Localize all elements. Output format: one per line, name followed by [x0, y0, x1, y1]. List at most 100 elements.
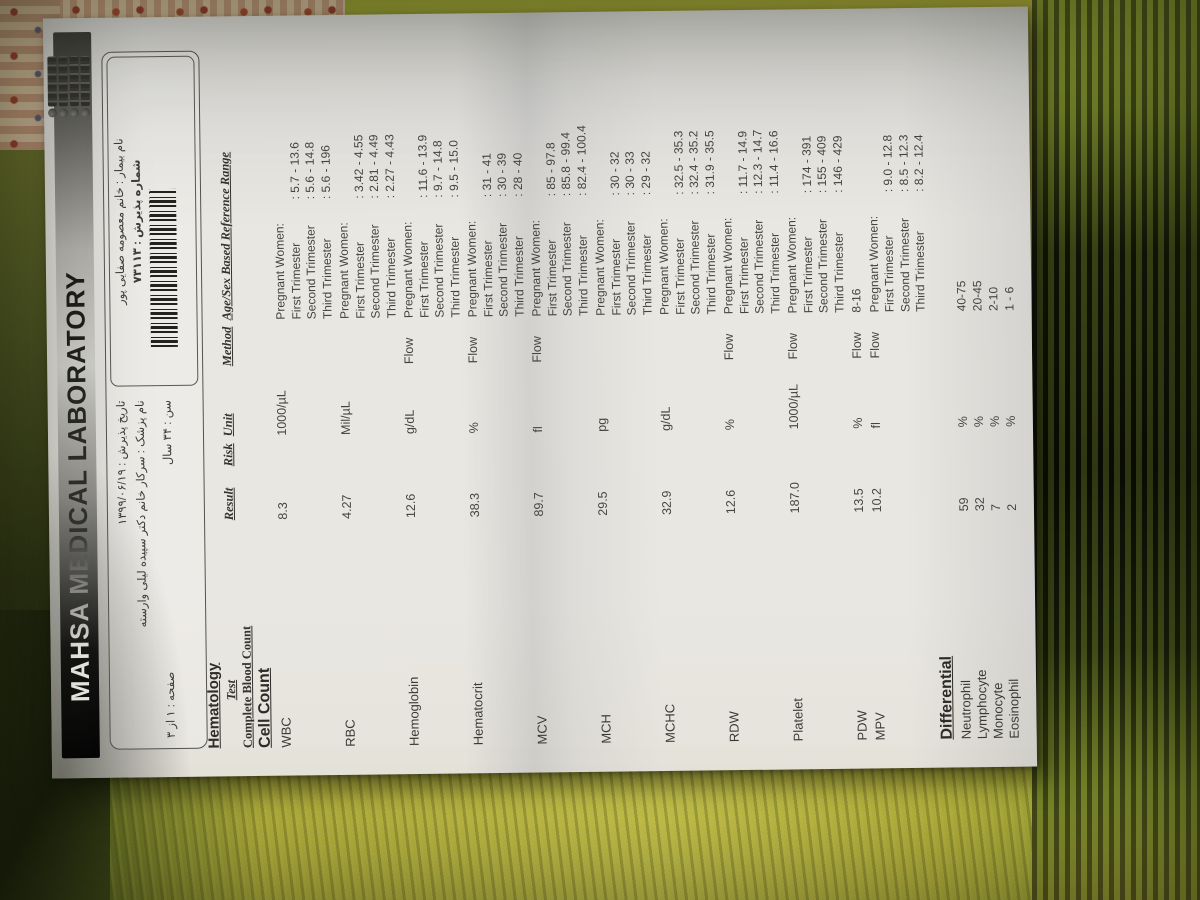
reference-label: First Trimester [288, 242, 304, 320]
method-value [594, 315, 657, 362]
table-row: Hemoglobin 12.6 g/dL Flow Pregnant Women… [398, 27, 469, 746]
result-value: 187.0 [787, 482, 802, 514]
reference-label: 1 - 6 [1001, 286, 1017, 311]
reference-value: : 32.4 - 35.2 [686, 130, 702, 195]
logo-bar-icon [69, 56, 79, 107]
reference-range: Pregnant Women: First Trimester: 9.0 - 12… [864, 22, 930, 313]
result-value: 13.5 [851, 488, 866, 513]
result-value: 7 [988, 503, 1003, 512]
patient-age: سن : ۳۴ سال [161, 399, 175, 466]
test-name: RDW [726, 711, 742, 743]
logo-dot-icon [47, 108, 58, 118]
unit-value: fl [530, 426, 545, 433]
reference-label: Pregnant Women: [528, 219, 544, 317]
unit-value: Mil/µL [338, 401, 354, 435]
table-row: MCV 89.7 fl Flow Pregnant Women: First Tr… [526, 26, 597, 744]
reference-label: Second Trimester [687, 220, 703, 315]
reference-value: : 85 - 97.8 [542, 142, 558, 197]
reference-label: 8-16 [849, 288, 864, 313]
reference-value: : 155 - 409 [814, 135, 830, 194]
header-result: Result [221, 487, 237, 521]
reference-value: : 12.3 - 14.7 [750, 129, 766, 194]
method-value [338, 318, 401, 365]
unit-value: g/dL [658, 406, 673, 432]
reference-label: Pregnant Women: [400, 221, 416, 319]
reference-range: Pregnant Women: First Trimester: 11.7 - 1… [718, 24, 784, 315]
table-row: Platelet 187.0 1000/µL Flow Pregnant Wom… [782, 23, 853, 742]
doctor-name: نام پزشک : سرکار خانم دکتر سپیده لیلی وا… [134, 400, 150, 628]
reference-label: Third Trimester [511, 235, 527, 317]
page-number: صفحه : ۱ از ۳ [164, 671, 178, 739]
table-row: WBC 8.3 1000/µL Pregnant Women: First Tri… [270, 29, 341, 748]
reference-line: Third Trimester: 11.4 - 16.6 [765, 24, 784, 314]
reference-value: : 82.4 - 100.4 [573, 125, 589, 197]
reference-label: First Trimester [672, 238, 688, 315]
reference-value: : 9.0 - 12.8 [880, 134, 896, 193]
reference-label: Second Trimester [303, 225, 319, 320]
test-name: RBC [342, 719, 358, 747]
reference-line: Third Trimester : 29 - 32 [637, 25, 656, 315]
result-value: 32.9 [659, 490, 675, 516]
reference-label: Pregnant Women: [656, 218, 672, 316]
reference-label: 20-45 [969, 280, 985, 312]
result-value: 32 [972, 497, 987, 512]
risk-value [787, 429, 849, 460]
reference-value: : 30 - 33 [622, 151, 638, 196]
reference-range: Pregnant Women: First Trimester: 31 - 41 S… [462, 27, 528, 318]
header-method: Method [219, 326, 235, 367]
reference-label: First Trimester [608, 238, 624, 316]
test-name: PDW [854, 710, 870, 741]
cbc-rows: WBC 8.3 1000/µL Pregnant Women: First Tri… [270, 22, 934, 748]
reference-line: Third Trimester: 9.5 - 15.0 [445, 27, 464, 318]
reference-value: : 8.2 - 12.4 [911, 134, 927, 192]
header-unit: Unit [220, 413, 236, 437]
reference-line: Third Trimester: 5.6 - 196 [317, 29, 336, 319]
reference-line: 1 - 6 [997, 21, 1017, 311]
lab-logo [45, 55, 92, 118]
unit-value: g/dL [402, 409, 417, 435]
reference-value: : 11.7 - 14.9 [734, 130, 750, 195]
reference-label: Second Trimester [367, 224, 383, 319]
method-value [274, 319, 337, 366]
reference-label: Pregnant Women: [272, 223, 288, 320]
table-row: Hematocrit 38.3 % Flow Pregnant Women: Fi… [462, 27, 533, 746]
reference-line: Third Trimester: 82.4 - 100.4 [573, 26, 592, 316]
test-name: MPV [871, 712, 888, 741]
risk-value [595, 431, 657, 462]
result-value: 89.7 [531, 492, 547, 517]
test-name: WBC [278, 717, 294, 748]
unit-value: fl [868, 422, 883, 429]
reference-label: Third Trimester [383, 237, 399, 319]
reference-label: Third Trimester [447, 236, 463, 318]
lab-report-paper: 13990619 MAHSA MEDICAL LABORATORY تاریخ … [42, 6, 1038, 779]
reference-value: : 146 - 429 [829, 135, 845, 193]
result-value: 4.27 [339, 494, 355, 519]
header-risk: Risk [221, 443, 236, 467]
result-value: 2 [1004, 503, 1019, 511]
unit-value: % [1003, 415, 1018, 427]
reference-value: : 85.8 - 99.4 [558, 132, 574, 197]
risk-value [531, 432, 593, 463]
reference-value: : 31 - 41 [479, 153, 494, 198]
method-value [658, 314, 721, 361]
reference-label: Third Trimester [639, 234, 655, 316]
patient-info-box: تاریخ پذیرش : ۱۳۹۹/۰۶/۱۹ نام پزشک : سرکا… [101, 50, 208, 750]
reference-value: : 29 - 32 [638, 151, 653, 196]
reference-label: First Trimester [416, 241, 432, 318]
unit-value: 1000/µL [786, 383, 801, 430]
reference-value: : 8.5 - 12.3 [895, 134, 911, 193]
reference-label: 40-75 [953, 280, 969, 312]
reference-range: Pregnant Women: First Trimester: 32.5 - 3… [654, 24, 720, 315]
test-name: Platelet [790, 697, 806, 742]
table-row: MCHC 32.9 g/dL Pregnant Women: First Trim… [654, 24, 725, 743]
age-page-line: سن : ۳۴ سال صفحه : ۱ از ۳ [159, 400, 181, 738]
paper-edge-code: 13990619 [52, 699, 60, 733]
risk-value [970, 427, 986, 457]
reference-label: Third Trimester [831, 232, 847, 313]
reference-label: First Trimester [881, 235, 897, 313]
reference-value: : 30 - 32 [607, 151, 622, 196]
reference-label: Pregnant Women: [336, 222, 352, 319]
logo-bar-icon [47, 56, 57, 107]
logo-bar-icon [80, 55, 90, 107]
risk-value [954, 427, 970, 457]
